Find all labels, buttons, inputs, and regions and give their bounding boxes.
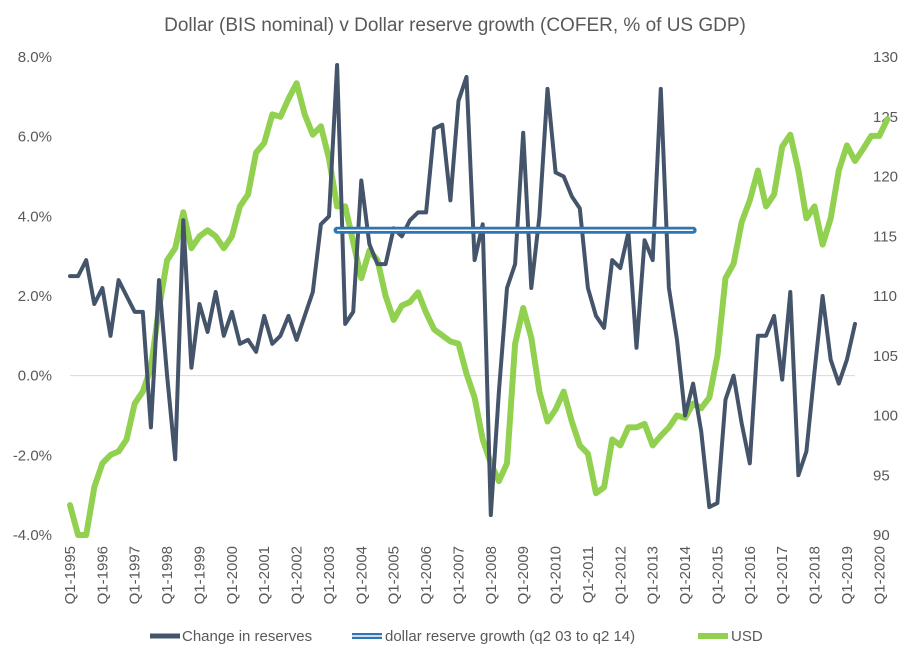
x-axis-tick-label: Q1-2017 <box>774 546 791 604</box>
left-axis-tick-label: -2.0% <box>13 447 52 464</box>
x-axis-tick-label: Q1-1997 <box>127 546 144 604</box>
right-axis-tick-label: 120 <box>873 169 898 186</box>
left-axis-ticks: -4.0% -2.0% 0.0% 2.0% 4.0% 6.0% 8.0% <box>13 49 52 544</box>
series-line-usd <box>67 80 891 538</box>
right-axis-tick-label: 110 <box>873 288 897 305</box>
legend: Change in reserves dollar reserve growth… <box>150 628 763 645</box>
x-axis-ticks: Q1-1995 Q1-1996 Q1-1997 Q1-1998 Q1-1999 Q1-20… <box>62 546 888 604</box>
x-axis-tick-label: Q1-2010 <box>548 546 565 604</box>
x-axis-tick-label: Q1-2005 <box>386 546 403 604</box>
right-axis-tick-label: 115 <box>873 228 897 245</box>
x-axis-tick-label: Q1-2020 <box>871 546 888 604</box>
x-axis-tick-label: Q1-2000 <box>224 546 241 604</box>
x-axis-tick-label: Q1-1995 <box>62 546 79 604</box>
x-axis-tick-label: Q1-2011 <box>580 546 597 603</box>
x-axis-tick-label: Q1-2001 <box>256 546 273 604</box>
right-axis-tick-label: 90 <box>873 527 890 544</box>
x-axis-tick-label: Q1-2007 <box>450 546 467 604</box>
x-axis-tick-label: Q1-1996 <box>94 546 111 604</box>
x-axis-tick-label: Q1-2004 <box>353 546 370 604</box>
x-axis-tick-label: Q1-2018 <box>807 546 824 604</box>
left-axis-tick-label: -4.0% <box>13 527 52 544</box>
series-line-change-in-reserves <box>68 63 857 518</box>
left-axis-tick-label: 4.0% <box>18 208 52 225</box>
left-axis-tick-label: 2.0% <box>18 288 52 305</box>
legend-label-dollar-reserve-growth: dollar reserve growth (q2 03 to q2 14) <box>385 628 635 645</box>
chart-title: Dollar (BIS nominal) v Dollar reserve gr… <box>164 15 746 36</box>
x-axis-tick-label: Q1-2013 <box>645 546 662 604</box>
x-axis-tick-label: Q1-2014 <box>677 546 694 604</box>
right-axis-tick-label: 100 <box>873 408 898 425</box>
left-axis-tick-label: 6.0% <box>18 129 52 146</box>
x-axis-tick-label: Q1-2016 <box>742 546 759 604</box>
x-axis-tick-label: Q1-2015 <box>709 546 726 604</box>
x-axis-tick-label: Q1-2012 <box>612 546 629 604</box>
x-axis-tick-label: Q1-1998 <box>159 546 176 604</box>
legend-label-usd: USD <box>731 628 763 645</box>
right-axis-tick-label: 105 <box>873 348 898 365</box>
x-axis-tick-label: Q1-1999 <box>191 546 208 604</box>
left-axis-tick-label: 0.0% <box>18 368 52 385</box>
x-axis-tick-label: Q1-2003 <box>321 546 338 604</box>
legend-label-change-in-reserves: Change in reserves <box>182 628 312 645</box>
left-axis-tick-label: 8.0% <box>18 49 52 66</box>
x-axis-tick-label: Q1-2006 <box>418 546 435 604</box>
series-lines <box>67 63 891 538</box>
right-axis-tick-label: 130 <box>873 49 898 66</box>
x-axis-tick-label: Q1-2009 <box>515 546 532 604</box>
right-axis-tick-label: 95 <box>873 467 890 484</box>
x-axis-tick-label: Q1-2002 <box>289 546 306 604</box>
x-axis-tick-label: Q1-2008 <box>483 546 500 604</box>
x-axis-tick-label: Q1-2019 <box>839 546 856 604</box>
